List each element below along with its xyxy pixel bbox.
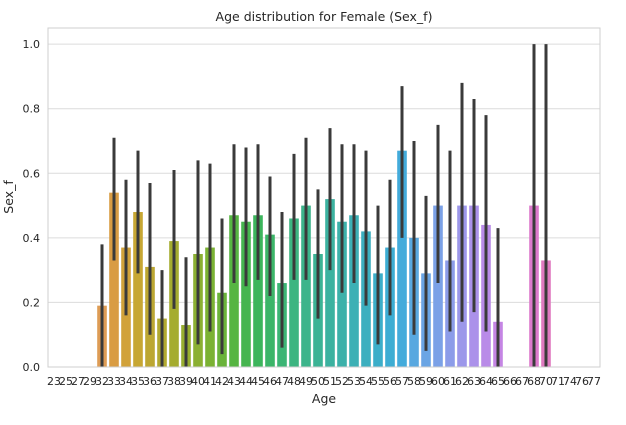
- y-tick-label: 0.0: [23, 361, 41, 374]
- x-tick-label: 56: [383, 375, 397, 388]
- x-tick-label: 58: [407, 375, 421, 388]
- bar: [133, 212, 143, 367]
- x-tick-label: 54: [359, 375, 373, 388]
- x-tick-label: 23: [47, 375, 61, 388]
- y-tick-label: 0.4: [23, 232, 41, 245]
- bar: [325, 199, 335, 367]
- bar: [109, 192, 119, 367]
- x-tick-label: 77: [587, 375, 601, 388]
- x-tick-label: 60: [431, 375, 445, 388]
- bar: [229, 215, 239, 367]
- bars: [97, 150, 551, 367]
- x-tick-label: 66: [503, 375, 517, 388]
- bar: [241, 221, 251, 367]
- x-tick-label: 32: [95, 375, 109, 388]
- x-tick-label: 49: [299, 375, 313, 388]
- x-tick-label: 37: [155, 375, 169, 388]
- bar: [265, 234, 275, 367]
- x-tick-label: 40: [191, 375, 205, 388]
- x-tick-label: 74: [563, 375, 577, 388]
- y-tick-label: 0.6: [23, 167, 41, 180]
- x-tick-label: 51: [323, 375, 337, 388]
- bar: [289, 218, 299, 367]
- x-tick-label: 29: [83, 375, 97, 388]
- bar: [337, 221, 347, 367]
- x-tick-label: 57: [395, 375, 409, 388]
- x-tick-label: 34: [119, 375, 133, 388]
- y-axis-label: Sex_f: [1, 180, 16, 214]
- x-tick-label: 70: [539, 375, 553, 388]
- x-tick-label: 43: [227, 375, 241, 388]
- y-axis-ticks: 0.0 0.2 0.4 0.6 0.8 1.0: [23, 38, 41, 374]
- x-tick-label: 68: [527, 375, 541, 388]
- x-tick-label: 33: [107, 375, 121, 388]
- x-tick-label: 67: [515, 375, 529, 388]
- x-axis-label: Age: [312, 391, 336, 406]
- x-tick-label: 45: [251, 375, 265, 388]
- x-axis-ticks: 2325272932333435363738394041424344454647…: [47, 375, 601, 388]
- x-tick-label: 65: [491, 375, 505, 388]
- plot-frame: [47, 27, 601, 368]
- x-tick-label: 55: [371, 375, 385, 388]
- x-tick-label: 76: [575, 375, 589, 388]
- x-tick-label: 71: [551, 375, 565, 388]
- x-tick-label: 48: [287, 375, 301, 388]
- y-tick-label: 1.0: [23, 38, 41, 51]
- bar: [301, 205, 311, 367]
- x-tick-label: 50: [311, 375, 325, 388]
- x-tick-label: 27: [71, 375, 85, 388]
- bar: [433, 205, 443, 367]
- error-bars: [100, 44, 548, 367]
- x-tick-label: 61: [443, 375, 457, 388]
- x-tick-label: 63: [467, 375, 481, 388]
- x-tick-label: 64: [479, 375, 493, 388]
- bar: [253, 215, 263, 367]
- x-tick-label: 25: [59, 375, 73, 388]
- x-tick-label: 53: [347, 375, 361, 388]
- x-tick-label: 59: [419, 375, 433, 388]
- chart-title: Age distribution for Female (Sex_f): [216, 9, 433, 24]
- x-tick-label: 39: [179, 375, 193, 388]
- x-tick-label: 38: [167, 375, 181, 388]
- y-tick-label: 0.8: [23, 103, 41, 116]
- x-tick-label: 47: [275, 375, 289, 388]
- bar: [349, 215, 359, 367]
- x-tick-label: 36: [143, 375, 157, 388]
- x-tick-label: 42: [215, 375, 229, 388]
- x-tick-label: 41: [203, 375, 217, 388]
- x-tick-label: 62: [455, 375, 469, 388]
- y-tick-label: 0.2: [23, 296, 41, 309]
- x-tick-label: 35: [131, 375, 145, 388]
- bar: [397, 150, 407, 367]
- x-tick-label: 44: [239, 375, 253, 388]
- x-tick-label: 52: [335, 375, 349, 388]
- x-tick-label: 46: [263, 375, 277, 388]
